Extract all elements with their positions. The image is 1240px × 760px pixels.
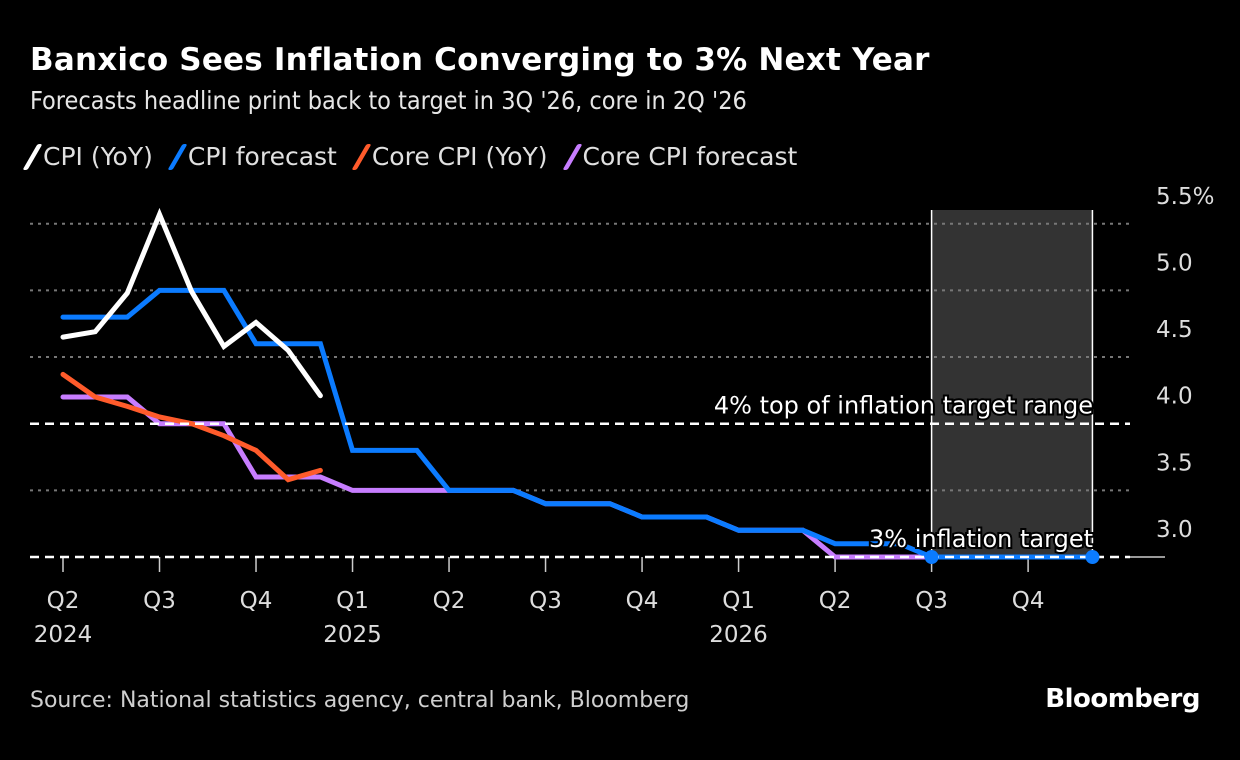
x-tick-label: Q3 <box>143 588 176 614</box>
cpi-forecast-marker <box>1085 550 1100 564</box>
x-tick-label: Q2 <box>47 588 80 614</box>
bloomberg-logo: Bloomberg <box>1045 684 1200 714</box>
x-tick-label: Q2 <box>433 588 466 614</box>
y-tick-label: 3.0 <box>1156 517 1193 543</box>
x-tick-label: Q3 <box>915 588 948 614</box>
legend: CPI (YoY) CPI forecast Core CPI (YoY) Co… <box>22 142 798 171</box>
y-tick-label: 5.0 <box>1156 250 1193 276</box>
x-tick-year-label: 2025 <box>323 622 382 648</box>
legend-label-core-cpi: Core CPI (YoY) <box>371 142 548 171</box>
x-tick-year-label: 2024 <box>34 622 93 648</box>
x-tick-label: Q1 <box>722 588 755 614</box>
cpi-line <box>60 207 323 399</box>
x-tick-label: Q3 <box>529 588 562 614</box>
x-tick-label: Q1 <box>336 588 369 614</box>
y-tick-label: 4.0 <box>1156 384 1193 410</box>
y-tick-label: 4.5 <box>1156 317 1193 343</box>
chart-subtitle: Forecasts headline print back to target … <box>30 86 747 115</box>
cpi-forecast-marker <box>924 550 939 564</box>
legend-item-cpi-forecast: CPI forecast <box>167 142 337 171</box>
cpi-forecast-line <box>60 287 1095 560</box>
x-tick-year-label: 2026 <box>709 622 768 648</box>
legend-label-core-cpi-forecast: Core CPI forecast <box>582 142 798 171</box>
y-tick-label: 3.5 <box>1156 450 1193 476</box>
x-tick-label: Q2 <box>819 588 852 614</box>
core-cpi-line <box>60 371 323 483</box>
reference-line-label: 3% inflation target <box>869 525 1093 553</box>
legend-label-cpi: CPI (YoY) <box>43 142 153 171</box>
legend-item-core-cpi-forecast: Core CPI forecast <box>562 142 798 171</box>
chart-title: Banxico Sees Inflation Converging to 3% … <box>30 42 930 78</box>
legend-label-cpi-forecast: CPI forecast <box>187 142 337 171</box>
reference-line-label: 4% top of inflation target range <box>714 392 1093 420</box>
legend-item-cpi: CPI (YoY) <box>22 142 153 171</box>
x-tick-label: Q4 <box>626 588 659 614</box>
legend-item-core-cpi: Core CPI (YoY) <box>351 142 548 171</box>
x-tick-label: Q4 <box>240 588 273 614</box>
source-note: Source: National statistics agency, cent… <box>30 688 690 713</box>
y-tick-label: 5.5% <box>1156 184 1214 210</box>
x-tick-label: Q4 <box>1012 588 1045 614</box>
forecast-shaded-region <box>931 210 1093 557</box>
